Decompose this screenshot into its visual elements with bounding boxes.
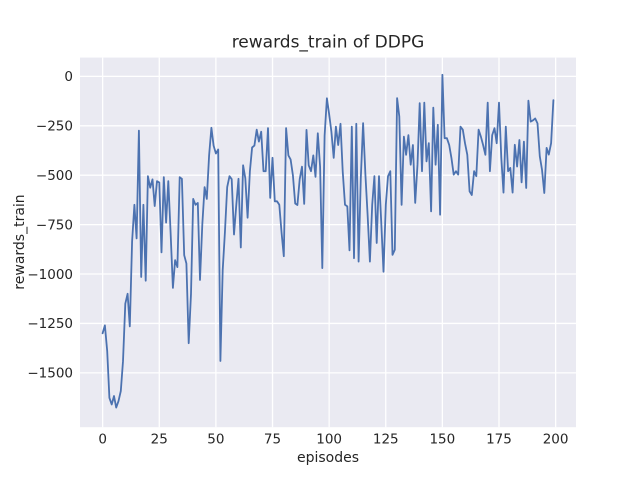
y-axis-label: rewards_train (12, 194, 28, 289)
y-tick-label: 0 (64, 69, 73, 85)
plot-area (80, 57, 576, 428)
x-tick-label: 25 (151, 432, 168, 448)
x-tick-label: 175 (486, 432, 512, 448)
x-axis-label: episodes (297, 450, 359, 466)
series-line (101, 73, 555, 409)
y-tick-label: −1250 (27, 316, 73, 332)
y-tick-label: −750 (36, 217, 73, 233)
x-tick-label: 200 (543, 432, 569, 448)
x-tick-label: 75 (264, 432, 281, 448)
y-tick-label: −1500 (27, 366, 73, 382)
plot-group: 0 25 50 75 100 125 150 175 200 0 −250 −500 −750 −1000… (27, 57, 576, 448)
x-tick-label: 0 (98, 432, 107, 448)
y-tick-label: −500 (36, 168, 73, 184)
x-tick-label: 125 (373, 432, 399, 448)
chart-title: rewards_train of DDPG (232, 33, 425, 53)
x-tick-label: 100 (316, 432, 342, 448)
y-tick-label: −250 (36, 119, 73, 135)
x-tick-label: 150 (429, 432, 455, 448)
x-tick-label: 50 (207, 432, 224, 448)
y-tick-label: −1000 (27, 267, 73, 283)
